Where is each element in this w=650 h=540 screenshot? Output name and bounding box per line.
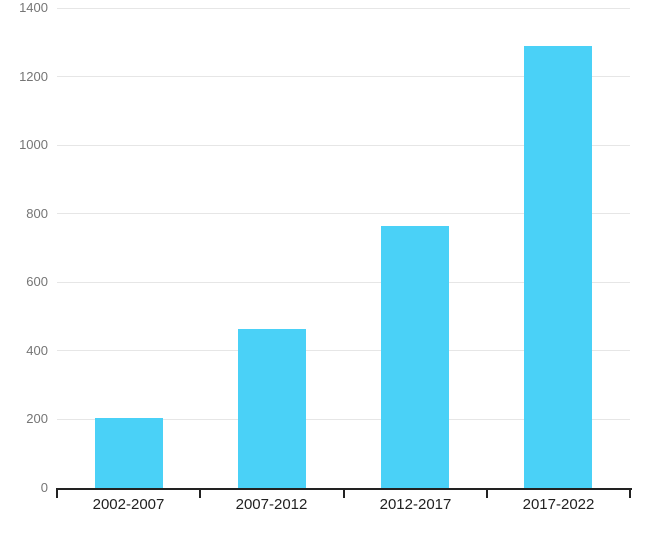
y-axis-tick-label: 1400 <box>19 0 48 15</box>
bar-2002-2007 <box>95 418 163 488</box>
x-axis-tick <box>199 488 201 498</box>
gridline <box>57 281 630 283</box>
x-axis-tick <box>486 488 488 498</box>
y-axis-tick-label: 1200 <box>19 68 48 84</box>
y-axis-tick-label: 600 <box>26 274 48 290</box>
gridline <box>57 144 630 146</box>
y-axis-tick-label: 200 <box>26 411 48 427</box>
y-axis-tick-label: 800 <box>26 205 48 221</box>
y-axis-tick-label: 400 <box>26 342 48 358</box>
bar-2007-2012 <box>238 329 306 488</box>
x-axis-tick-label: 2017-2022 <box>522 496 595 513</box>
y-axis-tick-label: 1000 <box>19 137 48 153</box>
gridline <box>57 418 630 420</box>
gridline <box>57 76 630 78</box>
x-axis-tick-label: 2002-2007 <box>92 496 165 513</box>
gridline <box>57 213 630 215</box>
x-axis-tick <box>629 488 631 498</box>
x-axis-tick <box>343 488 345 498</box>
bar-2012-2017 <box>381 226 449 488</box>
y-axis-tick-label: 0 <box>40 480 48 495</box>
x-axis-tick-label: 2012-2017 <box>379 496 452 513</box>
x-axis-tick <box>56 488 58 498</box>
gridline <box>57 350 630 352</box>
x-axis-tick-label: 2007-2012 <box>235 496 308 513</box>
gridline <box>57 7 630 9</box>
bar-2017-2022 <box>524 46 592 488</box>
